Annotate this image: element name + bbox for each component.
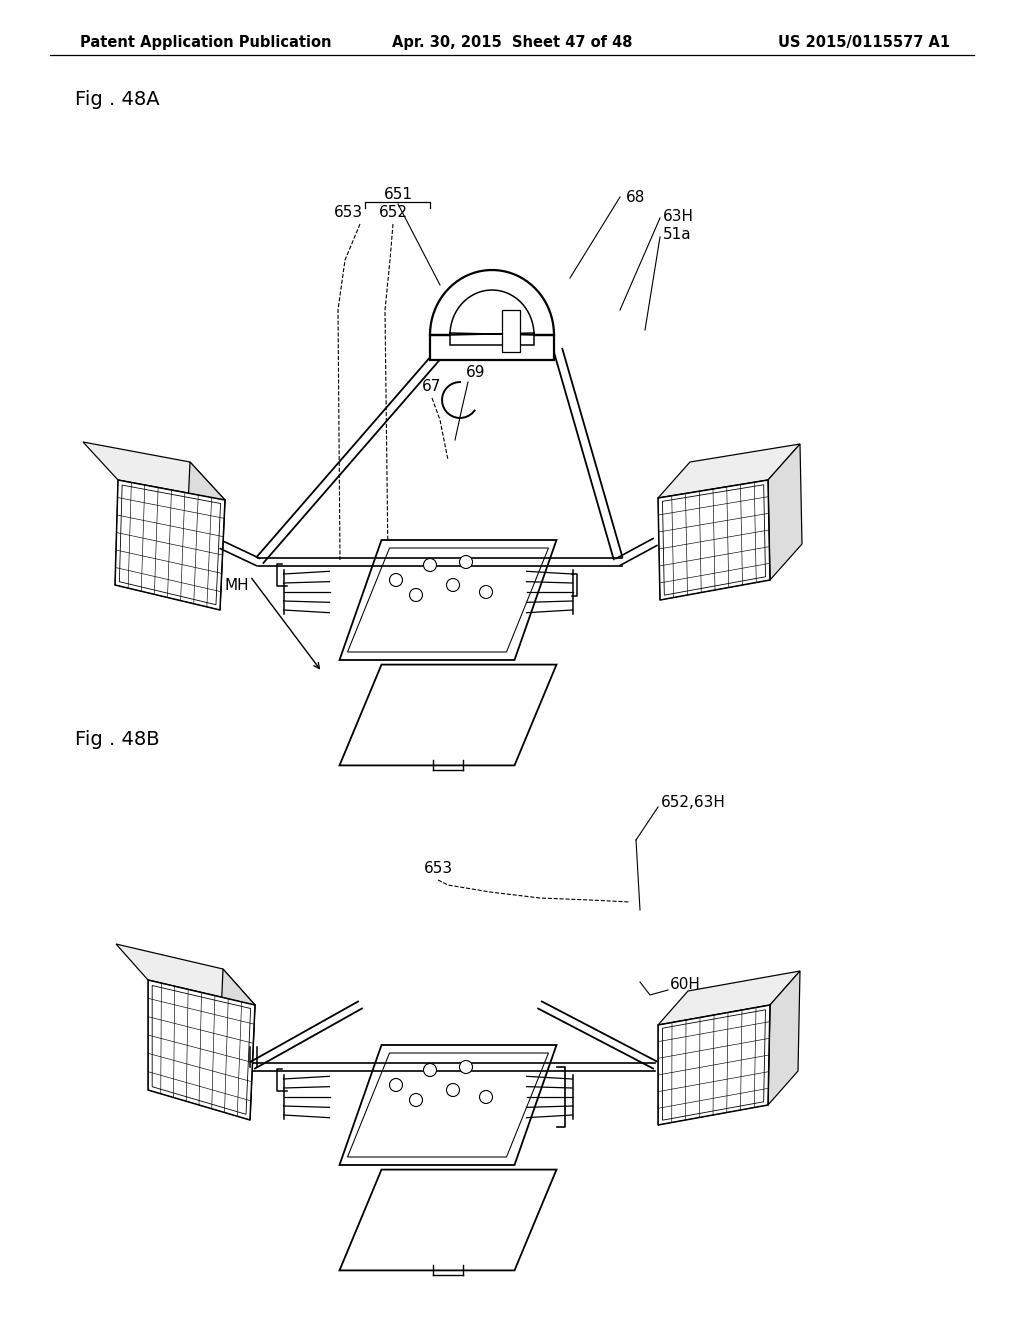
Polygon shape — [83, 442, 225, 500]
Text: 653: 653 — [334, 205, 362, 220]
Circle shape — [410, 589, 423, 602]
Text: 63H: 63H — [663, 209, 694, 224]
Polygon shape — [430, 271, 554, 360]
Polygon shape — [768, 972, 800, 1105]
Text: 652,63H: 652,63H — [662, 795, 726, 810]
Polygon shape — [340, 540, 556, 660]
Circle shape — [460, 1060, 472, 1073]
Text: 653: 653 — [424, 861, 453, 876]
Polygon shape — [502, 310, 520, 352]
Text: Fig . 48A: Fig . 48A — [75, 90, 160, 110]
Text: 67: 67 — [422, 379, 441, 393]
Polygon shape — [658, 480, 770, 601]
Polygon shape — [185, 462, 225, 610]
Polygon shape — [658, 444, 800, 498]
Circle shape — [446, 578, 460, 591]
Circle shape — [424, 1064, 436, 1077]
Circle shape — [479, 586, 493, 598]
Polygon shape — [340, 1170, 556, 1270]
Text: US 2015/0115577 A1: US 2015/0115577 A1 — [778, 36, 950, 50]
Polygon shape — [218, 969, 255, 1119]
Polygon shape — [340, 664, 556, 766]
Text: 68: 68 — [626, 190, 645, 205]
Text: MH: MH — [224, 578, 249, 593]
Polygon shape — [658, 1005, 770, 1125]
Circle shape — [389, 1078, 402, 1092]
Polygon shape — [658, 972, 800, 1026]
Circle shape — [479, 1090, 493, 1104]
Text: 69: 69 — [466, 366, 485, 380]
Circle shape — [410, 1093, 423, 1106]
Circle shape — [446, 1084, 460, 1097]
Polygon shape — [768, 444, 802, 579]
Text: Fig . 48B: Fig . 48B — [75, 730, 160, 748]
Circle shape — [460, 556, 472, 569]
Circle shape — [389, 573, 402, 586]
Text: Patent Application Publication: Patent Application Publication — [80, 36, 332, 50]
Polygon shape — [148, 979, 255, 1119]
Text: 60H: 60H — [670, 977, 700, 993]
Text: 651: 651 — [384, 187, 413, 202]
Text: 51a: 51a — [663, 227, 691, 242]
Circle shape — [424, 558, 436, 572]
Polygon shape — [340, 1045, 556, 1166]
Text: 652: 652 — [379, 205, 408, 220]
Polygon shape — [115, 480, 225, 610]
Polygon shape — [450, 290, 534, 345]
Polygon shape — [116, 944, 255, 1005]
Text: Apr. 30, 2015  Sheet 47 of 48: Apr. 30, 2015 Sheet 47 of 48 — [392, 36, 632, 50]
